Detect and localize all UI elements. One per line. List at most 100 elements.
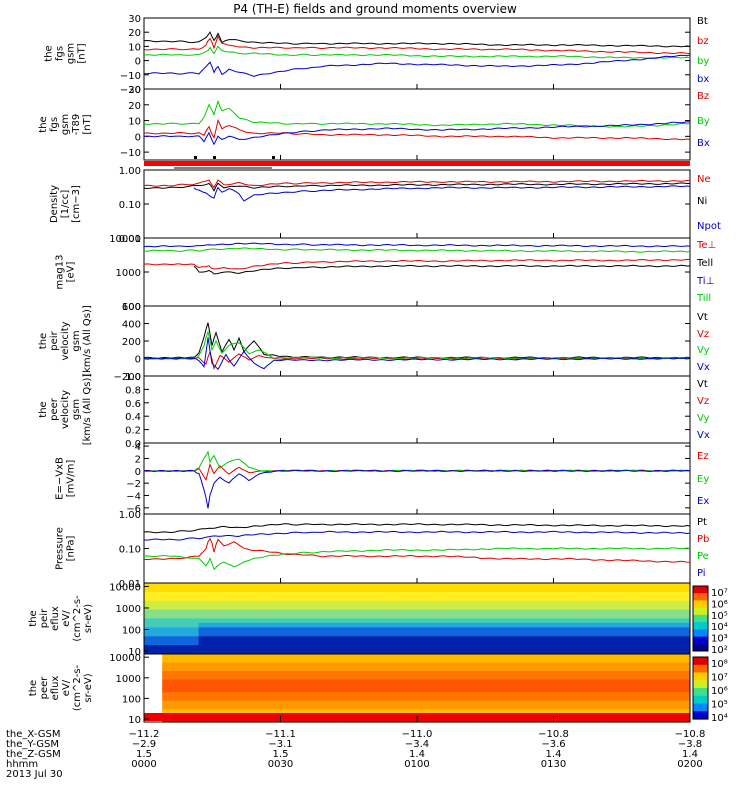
spectrogram-cell bbox=[680, 627, 691, 633]
spectrogram-cell bbox=[508, 675, 518, 681]
spectrogram-cell bbox=[653, 645, 664, 650]
spectrogram-cell bbox=[171, 679, 181, 685]
spectrogram-cell bbox=[489, 654, 500, 659]
spectrogram-cell bbox=[635, 696, 645, 702]
spectrogram-cell bbox=[635, 666, 645, 672]
spectrogram-cell bbox=[144, 692, 154, 698]
spectrogram-cell bbox=[189, 709, 200, 715]
spectrogram-cell bbox=[671, 609, 682, 615]
spectrogram-cell bbox=[498, 583, 509, 588]
spectrogram-cell bbox=[553, 591, 564, 597]
spectrogram-cell bbox=[453, 618, 463, 624]
spectrogram-cell bbox=[644, 692, 655, 698]
spectrogram-cell bbox=[253, 675, 263, 681]
spectrogram-cell bbox=[235, 645, 245, 650]
spectrogram-cell bbox=[671, 605, 682, 611]
spectrogram-cell bbox=[398, 640, 409, 646]
spectrogram-cell bbox=[316, 671, 327, 676]
spectrogram-cell bbox=[662, 679, 673, 685]
spectrogram-cell bbox=[389, 591, 400, 597]
spectrogram-cell bbox=[626, 658, 636, 664]
spectrogram-cell bbox=[635, 675, 645, 681]
spectrogram-cell bbox=[553, 596, 564, 602]
spectrogram-cell bbox=[426, 605, 436, 611]
spectrogram-cell bbox=[489, 631, 500, 637]
spectrogram-cell bbox=[653, 675, 664, 681]
spectrogram-cell bbox=[471, 683, 482, 689]
spectrogram-cell bbox=[225, 696, 236, 702]
spectrogram-cell bbox=[171, 666, 181, 672]
spectrogram-cell bbox=[489, 605, 500, 611]
spectrogram-cell bbox=[680, 583, 691, 588]
spectrogram-cell bbox=[235, 692, 245, 698]
spectrogram-cell bbox=[644, 658, 655, 664]
spectrogram-cell bbox=[253, 709, 263, 715]
spectrogram-cell bbox=[544, 671, 554, 676]
spectrogram-cell bbox=[380, 631, 391, 637]
series-line-Vt bbox=[143, 322, 691, 359]
spectrogram-cell bbox=[471, 631, 482, 637]
spectrogram-cell bbox=[189, 583, 200, 588]
spectrogram-cell bbox=[599, 605, 609, 611]
spectrogram-cell bbox=[326, 654, 336, 659]
spectrogram-cell bbox=[589, 658, 600, 664]
spectrogram-cell bbox=[189, 666, 200, 672]
spectrogram-cell bbox=[298, 627, 309, 633]
spectrogram-cell bbox=[462, 705, 473, 710]
legend-label: Vz bbox=[697, 329, 709, 340]
spectrogram-cell bbox=[389, 675, 400, 681]
spectrogram-cell bbox=[316, 605, 327, 611]
spectrogram-cell bbox=[144, 591, 154, 597]
spectrogram-cell bbox=[289, 596, 300, 602]
spectrogram-cell bbox=[553, 709, 564, 715]
spectrogram-cell bbox=[580, 662, 591, 668]
spectrogram-cell bbox=[589, 618, 600, 624]
spectrogram-cell bbox=[198, 671, 209, 676]
spectrogram-cell bbox=[526, 618, 536, 624]
spectrogram-cell bbox=[353, 605, 363, 611]
y-axis-label: E=−VxB[mV/m] bbox=[55, 457, 77, 500]
spectrogram-cell bbox=[444, 705, 454, 710]
ytick-label: −200 bbox=[114, 372, 141, 383]
spectrogram-cell bbox=[362, 631, 372, 637]
spectrogram-cell bbox=[517, 605, 527, 611]
spectrogram-cell bbox=[162, 705, 172, 710]
y-axis-label: thepeirefluxeV/(cm^2-s-sr-eV) bbox=[28, 595, 94, 642]
spectrogram-cell bbox=[589, 596, 600, 602]
spectrogram-cell bbox=[562, 614, 573, 619]
spectrogram-cell bbox=[580, 675, 591, 681]
spectrogram-cell bbox=[535, 700, 545, 706]
spectrogram-cell bbox=[280, 596, 291, 602]
spectrogram-cell bbox=[380, 675, 391, 681]
spectrogram-cell bbox=[480, 591, 491, 597]
spectrogram-cell bbox=[153, 683, 163, 689]
spectrogram-cell bbox=[653, 700, 664, 706]
spectrogram-cell bbox=[517, 679, 527, 685]
spectrogram-cell bbox=[644, 636, 655, 642]
spectrogram-cell bbox=[544, 688, 554, 693]
spectrogram-cell bbox=[608, 640, 618, 646]
spectrogram-cell bbox=[453, 640, 463, 646]
spectrogram-cell bbox=[180, 709, 190, 715]
spectrogram-cell bbox=[571, 591, 582, 597]
spectrogram-cell bbox=[508, 654, 518, 659]
spectrogram-cell bbox=[180, 679, 190, 685]
spectrogram-cell bbox=[471, 696, 482, 702]
spectrogram-cell bbox=[326, 688, 336, 693]
spectrogram-cell bbox=[216, 692, 227, 698]
spectrogram-cell bbox=[371, 692, 382, 698]
spectrogram-cell bbox=[535, 622, 545, 628]
spectrogram-cell bbox=[462, 709, 473, 715]
spectrogram-cell bbox=[589, 709, 600, 715]
spectrogram-cell bbox=[407, 688, 418, 693]
spectrogram-cell bbox=[198, 631, 209, 637]
spectrogram-cell bbox=[444, 627, 454, 633]
colorbar-frame bbox=[692, 585, 709, 652]
spectrogram-cell bbox=[198, 636, 209, 642]
spectrogram-cell bbox=[298, 605, 309, 611]
spectrogram-cell bbox=[617, 662, 627, 668]
spectrogram-cell bbox=[326, 591, 336, 597]
spectrogram-cell bbox=[316, 596, 327, 602]
spectrogram-cell bbox=[435, 596, 445, 602]
spectrogram-cell bbox=[162, 583, 172, 588]
